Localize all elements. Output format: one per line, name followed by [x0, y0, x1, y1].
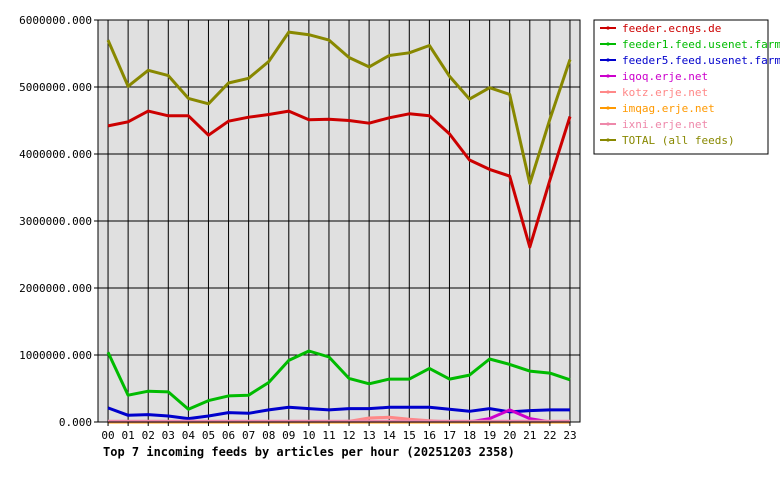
chart-title: Top 7 incoming feeds by articles per hou…	[103, 445, 515, 459]
x-tick-label: 01	[122, 429, 135, 442]
x-tick-label: 11	[322, 429, 335, 442]
y-tick-label: 6000000.000	[19, 14, 92, 27]
legend-marker	[606, 74, 610, 78]
legend-label: imqag.erje.net	[622, 102, 715, 115]
x-tick-label: 18	[463, 429, 476, 442]
legend-label: iqoq.erje.net	[622, 70, 708, 83]
legend-label: feeder1.feed.usenet.farm	[622, 38, 780, 51]
series-line-feeder5-feed-usenet-farm	[107, 405, 570, 421]
series-line-feeder-ecngs-de	[107, 109, 572, 249]
axes: 00 01 02 03 04 05 06 07 08 09 10 11 12 13 14 15 16 17 18 19…	[19, 14, 581, 442]
x-tick-label: 09	[282, 429, 295, 442]
x-tick-label: 12	[342, 429, 355, 442]
legend-marker	[606, 122, 610, 126]
x-tick-label: 21	[523, 429, 536, 442]
x-tick-label: 14	[383, 429, 397, 442]
legend-marker	[606, 106, 610, 110]
legend-marker	[606, 90, 610, 94]
legend-label: ixni.erje.net	[622, 118, 708, 131]
x-tick-label: 10	[302, 429, 315, 442]
x-tick-label: 16	[423, 429, 436, 442]
x-tick-label: 06	[222, 429, 235, 442]
legend-label: kotz.erje.net	[622, 86, 708, 99]
series-line-total-all-feeds-	[106, 30, 572, 185]
x-tick-label: 04	[182, 429, 196, 442]
legend-box	[593, 19, 769, 155]
y-tick-label: 1000000.000	[19, 349, 92, 362]
legend: feeder.ecngs.de feeder1.feed.usenet.farm f…	[593, 19, 780, 155]
x-tick-label: 02	[142, 429, 155, 442]
x-tick-label: 08	[262, 429, 275, 442]
x-tick-label: 07	[242, 429, 255, 442]
legend-marker	[606, 42, 610, 46]
x-tick-label: 19	[483, 429, 496, 442]
x-tick-label: 17	[443, 429, 456, 442]
legend-label: feeder5.feed.usenet.farm	[622, 54, 780, 67]
x-tick-label: 03	[162, 429, 175, 442]
y-tick-label: 5000000.000	[19, 81, 92, 94]
x-tick-label: 13	[363, 429, 376, 442]
legend-label: TOTAL (all feeds)	[622, 134, 735, 147]
series-line-feeder1-feed-usenet-farm	[106, 349, 571, 411]
legend-label: feeder.ecngs.de	[622, 22, 721, 35]
legend-marker	[606, 58, 610, 62]
plot-border	[97, 19, 581, 423]
y-tick-label: 3000000.000	[19, 215, 92, 228]
x-tick-label: 22	[543, 429, 556, 442]
legend-marker	[606, 138, 610, 142]
x-tick-label: 20	[503, 429, 516, 442]
x-tick-label: 00	[101, 429, 114, 442]
x-tick-label: 15	[403, 429, 416, 442]
y-tick-label: 4000000.000	[19, 148, 92, 161]
grid	[98, 19, 580, 423]
x-tick-label: 23	[563, 429, 576, 442]
x-tick-label: 05	[202, 429, 215, 442]
y-tick-label: 2000000.000	[19, 282, 92, 295]
legend-marker	[606, 26, 610, 30]
y-tick-label: 0.000	[59, 416, 92, 429]
